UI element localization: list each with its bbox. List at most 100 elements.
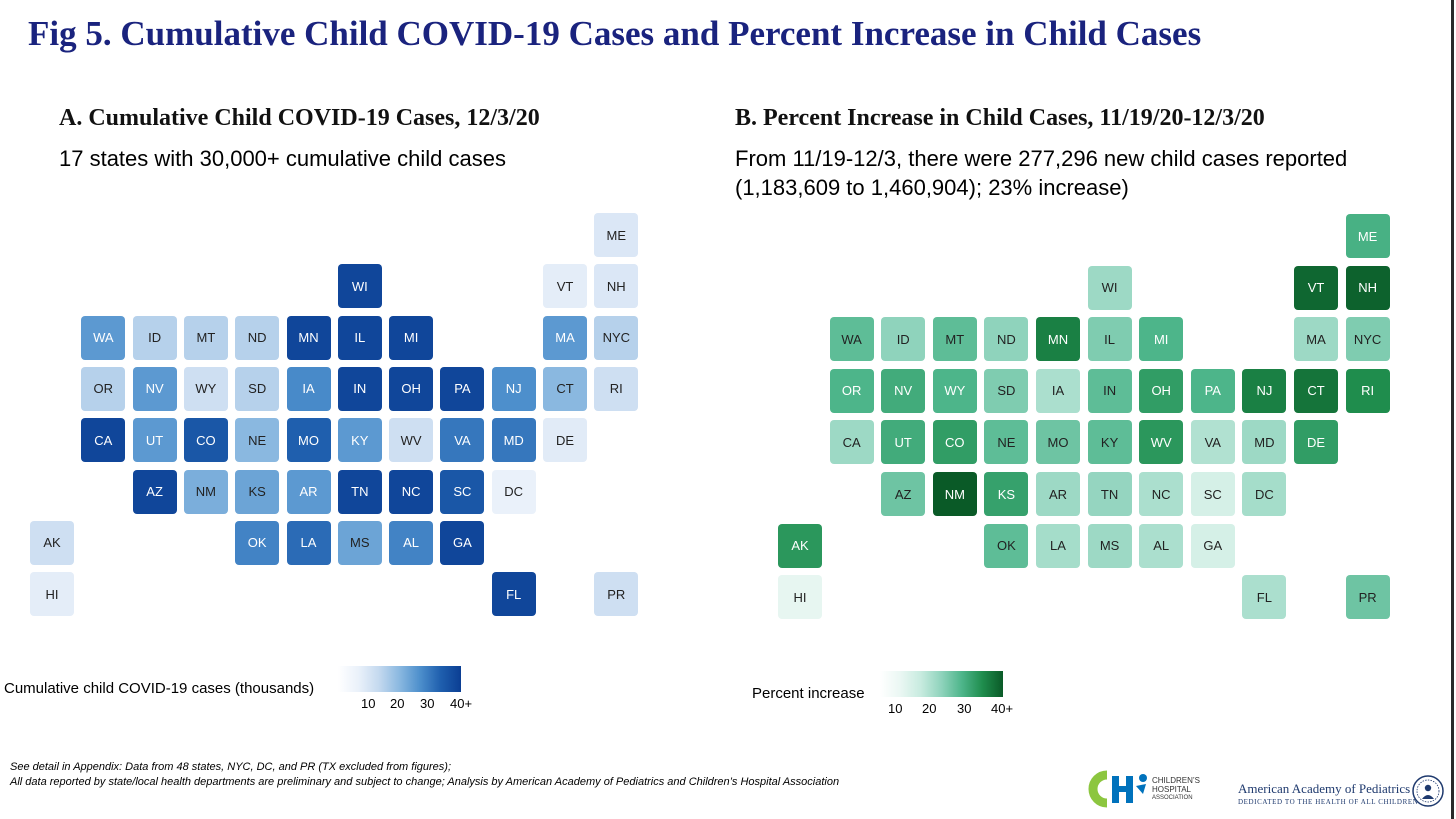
legend-a-tick: 30 [420,696,435,711]
state-tile-nyc: NYC [1345,317,1390,362]
panel-b-subtitle-line: From 11/19-12/3, there were 277,296 new … [735,146,1348,171]
legend-b-color-bar [880,671,1003,697]
state-tile-dc: DC [491,469,536,514]
panel-a-subtitle: 17 states with 30,000+ cumulative child … [59,146,506,171]
state-tile-az: AZ [881,472,926,516]
state-tile-or: OR [81,366,126,411]
state-tile-mn: MN [1036,317,1080,362]
state-tile-pr: PR [1345,575,1390,620]
state-tile-mo: MO [286,418,331,463]
state-tile-nh: NH [594,264,639,309]
state-tile-wa: WA [81,315,126,360]
state-tile-ms: MS [337,520,382,565]
state-tile-ks: KS [235,469,280,514]
state-tile-ri: RI [1345,368,1390,413]
footnote: See detail in Appendix: Data from 48 sta… [10,760,839,790]
state-tile-hi: HI [30,572,74,617]
aap-seal-icon [1412,775,1444,807]
legend-b-title: Percent increase [752,685,865,702]
state-tile-wi: WI [1087,265,1132,310]
state-tile-oh: OH [1139,368,1184,413]
state-tile-pa: PA [440,366,485,411]
state-tile-hi: HI [778,575,822,620]
aap-tagline: DEDICATED TO THE HEALTH OF ALL CHILDREN® [1238,798,1425,806]
state-tile-wy: WY [183,366,228,411]
state-tile-sc: SC [1190,472,1235,516]
state-tile-ia: IA [1036,368,1080,413]
state-tile-fl: FL [491,572,536,617]
slide-edge-divider [1451,0,1454,819]
cha-logo-mark-icon [1088,770,1147,808]
state-tile-ct: CT [543,366,587,411]
state-tile-sc: SC [440,469,485,514]
state-tile-ga: GA [440,520,485,565]
state-tile-ms: MS [1087,523,1132,568]
state-tile-or: OR [829,368,874,413]
aap-name: American Academy of Pediatrics [1238,781,1411,796]
state-tile-va: VA [440,418,485,463]
state-tile-az: AZ [132,469,177,514]
state-tile-nm: NM [932,472,977,516]
state-tile-nc: NC [1139,472,1184,516]
cha-logo-text: HOSPITAL [1152,785,1191,794]
state-tile-va: VA [1190,420,1235,465]
state-tile-vt: VT [543,264,587,309]
state-tile-me: ME [594,213,639,257]
state-tile-wv: WV [1139,420,1184,465]
state-tile-ar: AR [286,469,331,514]
state-tile-ky: KY [1087,420,1132,465]
state-tile-ma: MA [543,315,587,360]
state-tile-ok: OK [984,523,1029,568]
state-tile-co: CO [932,420,977,465]
legend-b-tick: 10 [888,701,903,716]
state-tile-nj: NJ [491,366,536,411]
state-tile-ri: RI [594,366,639,411]
state-tile-pa: PA [1190,368,1235,413]
state-tile-ma: MA [1294,317,1338,362]
state-tile-il: IL [1087,317,1132,362]
state-tile-in: IN [1087,368,1132,413]
state-tile-mi: MI [389,315,434,360]
legend-a-title: Cumulative child COVID-19 cases (thousan… [4,680,315,697]
state-tile-ok: OK [235,520,280,565]
state-tile-sd: SD [984,368,1029,413]
state-tile-la: LA [1036,523,1080,568]
state-tile-vt: VT [1294,265,1338,310]
state-tile-tn: TN [337,469,382,514]
state-tile-la: LA [286,520,331,565]
state-tile-tn: TN [1087,472,1132,516]
state-tile-ia: IA [286,366,331,411]
state-tile-dc: DC [1242,472,1287,516]
state-tile-nv: NV [132,366,177,411]
legend-a-tick: 10 [361,696,376,711]
state-tile-ut: UT [132,418,177,463]
state-tile-nv: NV [881,368,926,413]
state-tile-id: ID [881,317,926,362]
state-tile-nd: ND [235,315,280,360]
state-tile-md: MD [491,418,536,463]
state-tile-ks: KS [984,472,1029,516]
figure-title: Fig 5. Cumulative Child COVID-19 Cases a… [28,14,1202,53]
panel-b-title: B. Percent Increase in Child Cases, 11/1… [735,105,1265,131]
state-tile-mt: MT [183,315,228,360]
legend-b-tick: 30 [957,701,972,716]
legend-b-tick: 20 [922,701,937,716]
state-tile-id: ID [132,315,177,360]
state-tile-ak: AK [30,520,74,565]
panel-a-title: A. Cumulative Child COVID-19 Cases, 12/3… [59,105,540,131]
state-tile-ky: KY [337,418,382,463]
legend-a-tick: 40+ [450,696,473,711]
state-tile-oh: OH [389,366,434,411]
state-tile-ak: AK [778,523,822,568]
state-tile-wi: WI [337,264,382,309]
state-tile-ca: CA [829,420,874,465]
footnote-line: All data reported by state/local health … [10,776,840,788]
legend-b-tick: 40+ [991,701,1014,716]
state-tile-me: ME [1345,214,1390,258]
state-tile-ct: CT [1294,368,1338,413]
cha-logo-text: CHILDREN’S [1152,776,1201,785]
state-tile-wv: WV [389,418,434,463]
state-tile-nm: NM [183,469,228,514]
state-tile-ut: UT [881,420,926,465]
state-tile-nyc: NYC [594,315,639,360]
